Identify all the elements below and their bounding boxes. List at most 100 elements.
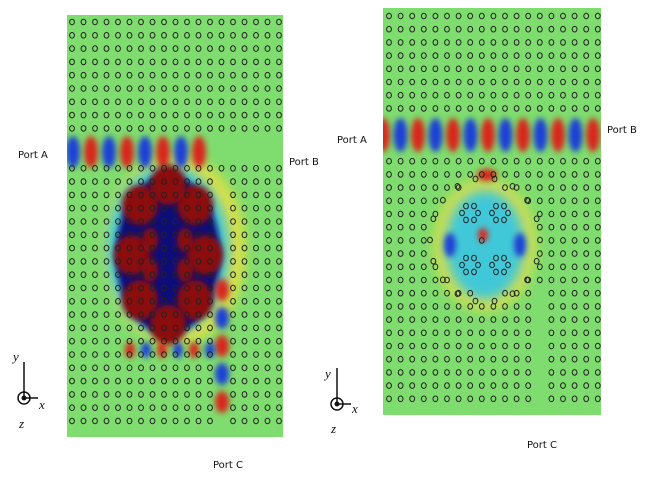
lattice-rod: [571, 289, 578, 297]
lattice-rod: [525, 184, 532, 191]
lattice-rod: [195, 391, 202, 398]
lattice-rod: [455, 395, 462, 403]
lattice-rod: [195, 298, 202, 305]
lattice-rod: [478, 303, 485, 310]
lattice-left: [69, 18, 282, 425]
lattice-rod: [241, 18, 248, 26]
lattice-rod: [230, 98, 236, 106]
lattice-rod: [439, 276, 446, 284]
lattice-rod: [172, 165, 179, 172]
lattice-rod: [548, 303, 555, 310]
lattice-rod: [548, 65, 555, 73]
lattice-rod: [138, 58, 144, 66]
lattice-rod: [548, 369, 555, 376]
lattice-rod: [455, 65, 462, 73]
lattice-rod: [571, 210, 578, 218]
lattice-rod: [138, 204, 144, 212]
field-blob: [444, 233, 456, 257]
lattice-rod: [161, 244, 167, 252]
lattice-rod: [195, 71, 202, 79]
lattice-rod: [455, 184, 462, 191]
lattice-rod: [69, 244, 75, 252]
lattice-rod: [80, 85, 87, 92]
lattice-rod: [69, 18, 75, 26]
lattice-rod: [594, 210, 601, 218]
lattice-rod: [571, 263, 578, 271]
lattice-rod: [444, 395, 450, 403]
lattice-rod: [548, 355, 555, 363]
lattice-rod: [69, 417, 75, 425]
lattice-rod: [493, 216, 499, 224]
lattice-rod: [103, 204, 110, 212]
field-blob: [122, 185, 158, 225]
lattice-rod: [161, 111, 167, 119]
lattice-rod: [172, 125, 179, 132]
field-blob: [215, 363, 229, 385]
lattice-rod: [432, 395, 439, 403]
lattice-rod: [149, 324, 156, 332]
lattice-rod: [444, 52, 450, 59]
lattice-rod: [103, 125, 110, 132]
port-label: Port B: [289, 157, 319, 168]
lattice-rod: [80, 71, 87, 79]
lattice-rod: [253, 204, 259, 212]
lattice-rod: [509, 183, 516, 190]
lattice-rod: [241, 417, 248, 425]
lattice-rod: [69, 391, 75, 398]
lattice-rod: [444, 12, 450, 20]
lattice-rod: [386, 25, 392, 33]
lattice-rod: [583, 329, 590, 337]
lattice-rod: [525, 303, 532, 310]
lattice-rod: [525, 369, 532, 376]
lattice-rod: [80, 404, 87, 412]
field-blob: [215, 279, 229, 301]
lattice-rod: [502, 355, 508, 363]
lattice-rod: [115, 18, 121, 26]
lattice-rod: [583, 303, 590, 310]
lattice-rod: [195, 351, 202, 358]
lattice-rod: [92, 351, 98, 358]
lattice-rod: [455, 382, 462, 389]
lattice-rod: [386, 210, 392, 218]
lattice-rod: [502, 78, 508, 86]
lattice-rod: [583, 355, 590, 363]
lattice-rod: [386, 382, 392, 389]
lattice-rod: [80, 351, 87, 358]
lattice-rod: [594, 171, 601, 178]
lattice-rod: [525, 395, 532, 403]
lattice-rod: [502, 184, 508, 191]
lattice-rod: [583, 197, 590, 205]
lattice-rod: [583, 223, 590, 231]
lattice-rod: [138, 85, 144, 92]
lattice-rod: [230, 377, 236, 385]
axis-label: y: [11, 349, 19, 364]
lattice-rod: [560, 369, 566, 376]
lattice-rod: [80, 165, 87, 172]
lattice-rod: [560, 25, 566, 33]
lattice-rod: [161, 18, 167, 26]
lattice-rod: [253, 337, 259, 345]
port-label: Port A: [337, 135, 367, 146]
lattice-rod: [420, 329, 427, 337]
lattice-rod: [92, 71, 98, 79]
lattice-rod: [525, 289, 532, 297]
lattice-rod: [218, 98, 225, 106]
lattice-rod: [571, 276, 578, 284]
lattice-rod: [571, 25, 578, 33]
lattice-rod: [126, 111, 133, 119]
lattice-rod: [386, 197, 392, 205]
lattice-rod: [69, 218, 75, 225]
lattice-rod: [459, 209, 465, 217]
lattice-rod: [184, 231, 190, 239]
lattice-rod: [126, 377, 133, 385]
lattice-rod: [264, 204, 271, 212]
lattice-rod: [264, 298, 271, 305]
lattice-rod: [207, 337, 213, 345]
lattice-rod: [69, 204, 75, 212]
lattice-rod: [92, 125, 98, 132]
lattice-rod: [80, 191, 87, 199]
lattice-rod: [444, 25, 450, 33]
lattice-rod: [548, 382, 555, 389]
lattice-rod: [184, 284, 190, 292]
lattice-rod: [560, 382, 566, 389]
